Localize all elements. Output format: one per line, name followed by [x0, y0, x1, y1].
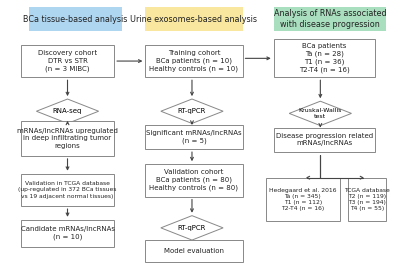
FancyBboxPatch shape [145, 240, 242, 262]
Text: Disease progression related
mRNAs/lncRNAs: Disease progression related mRNAs/lncRNA… [276, 133, 373, 147]
FancyBboxPatch shape [348, 178, 386, 221]
Text: Kruskal-Wallis
test: Kruskal-Wallis test [299, 108, 342, 119]
Text: Discovery cohort
DTR vs STR
(n = 3 MIBC): Discovery cohort DTR vs STR (n = 3 MIBC) [38, 50, 97, 72]
Text: Validation in TCGA database
(up-regulated in 372 BCa tissues
vs 19 adjacent norm: Validation in TCGA database (up-regulate… [18, 181, 117, 199]
Text: TCGA database
T2 (n = 119)
T3 (n = 194)
T4 (n = 55): TCGA database T2 (n = 119) T3 (n = 194) … [344, 188, 390, 211]
FancyBboxPatch shape [145, 164, 242, 197]
FancyBboxPatch shape [145, 125, 242, 149]
Text: RT-qPCR: RT-qPCR [178, 108, 206, 114]
FancyBboxPatch shape [274, 7, 386, 31]
FancyBboxPatch shape [266, 178, 340, 221]
Polygon shape [36, 99, 99, 124]
Text: Model evaluation: Model evaluation [164, 248, 224, 254]
Text: Hedegaard et al. 2016
Ta (n = 345)
T1 (n = 112)
T2-T4 (n = 16): Hedegaard et al. 2016 Ta (n = 345) T1 (n… [269, 188, 336, 211]
Polygon shape [161, 216, 223, 240]
FancyBboxPatch shape [21, 174, 114, 206]
FancyBboxPatch shape [145, 45, 242, 77]
Polygon shape [161, 99, 223, 124]
FancyBboxPatch shape [21, 121, 114, 156]
Text: RNA-seq: RNA-seq [53, 108, 82, 114]
Text: mRNAs/lncRNAs upregulated
in deep infiltrating tumor
regions: mRNAs/lncRNAs upregulated in deep infilt… [17, 128, 118, 149]
Text: Significant mRNAs/lncRNAs
(n = 5): Significant mRNAs/lncRNAs (n = 5) [146, 130, 242, 144]
FancyBboxPatch shape [145, 7, 242, 31]
FancyBboxPatch shape [21, 220, 114, 247]
Text: BCa patients
Ta (n = 28)
T1 (n = 36)
T2-T4 (n = 16): BCa patients Ta (n = 28) T1 (n = 36) T2-… [299, 43, 350, 73]
Text: Urine exosomes-based analysis: Urine exosomes-based analysis [130, 15, 258, 24]
FancyBboxPatch shape [274, 39, 375, 77]
Text: Candidate mRNAs/lncRNAs
(n = 10): Candidate mRNAs/lncRNAs (n = 10) [20, 226, 114, 240]
Polygon shape [289, 101, 352, 125]
Text: RT-qPCR: RT-qPCR [178, 225, 206, 231]
Text: BCa tissue-based analysis: BCa tissue-based analysis [23, 15, 128, 24]
Text: Validation cohort
BCa patients (n = 80)
Healthy controls (n = 80): Validation cohort BCa patients (n = 80) … [150, 169, 238, 192]
FancyBboxPatch shape [274, 127, 375, 152]
FancyBboxPatch shape [29, 7, 122, 31]
Text: Analysis of RNAs associated
with disease progression: Analysis of RNAs associated with disease… [274, 9, 386, 29]
FancyBboxPatch shape [21, 45, 114, 77]
Text: Training cohort
BCa patients (n = 10)
Healthy controls (n = 10): Training cohort BCa patients (n = 10) He… [150, 50, 238, 72]
